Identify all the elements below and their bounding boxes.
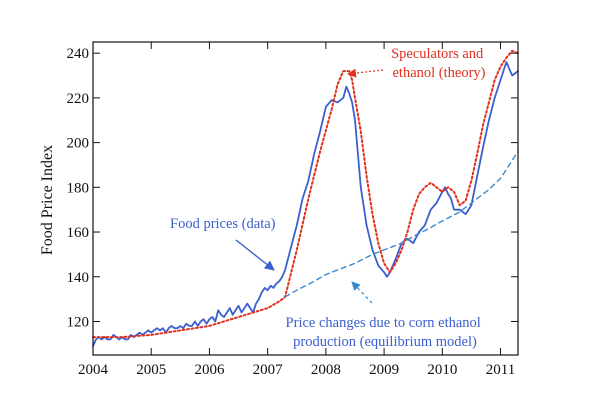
x-tick-label: 2010: [427, 362, 457, 378]
annotation-data-arrow: [235, 239, 275, 271]
x-tick-label: 2006: [194, 362, 225, 378]
annotation-theory-line-1: Speculators and: [391, 46, 484, 62]
y-tick-label: 200: [67, 136, 90, 152]
annotation-data: Food prices (data): [170, 216, 276, 232]
y-tick-label: 180: [67, 180, 90, 196]
annotation-model: Price changes due to corn ethanol produc…: [286, 315, 485, 350]
x-tick-label: 2007: [253, 362, 284, 378]
annotation-theory: Speculators and ethanol (theory): [391, 46, 487, 81]
annotation-data-line-1: Food prices (data): [170, 216, 276, 232]
x-tick-label: 2008: [311, 362, 341, 378]
y-tick-label: 160: [67, 225, 90, 241]
x-tick-label: 2011: [486, 362, 515, 378]
annotation-theory-line-2: ethanol (theory): [392, 65, 485, 81]
series-line-corn-ethanol-model: [284, 150, 519, 298]
annotation-theory-arrow: [347, 68, 384, 78]
annotation-model-line-1: Price changes due to corn ethanol: [286, 315, 481, 331]
y-tick-label: 240: [67, 46, 90, 62]
series-line-speculators-ethanol-theory: [92, 49, 519, 339]
y-tick-label: 140: [67, 270, 90, 286]
series-line-food-prices-data: [92, 61, 519, 347]
x-tick-label: 2009: [369, 362, 399, 378]
plot-frame: [92, 41, 519, 356]
annotation-model-line-2: production (equilibrium model): [293, 334, 477, 350]
y-tick-label: 120: [67, 314, 90, 330]
x-tick-label: 2005: [136, 362, 166, 378]
x-tick-label: 2004: [78, 362, 109, 378]
annotation-model-arrow: [351, 281, 373, 304]
y-axis-title: Food Price Index: [39, 145, 56, 255]
y-tick-label: 220: [67, 91, 90, 107]
